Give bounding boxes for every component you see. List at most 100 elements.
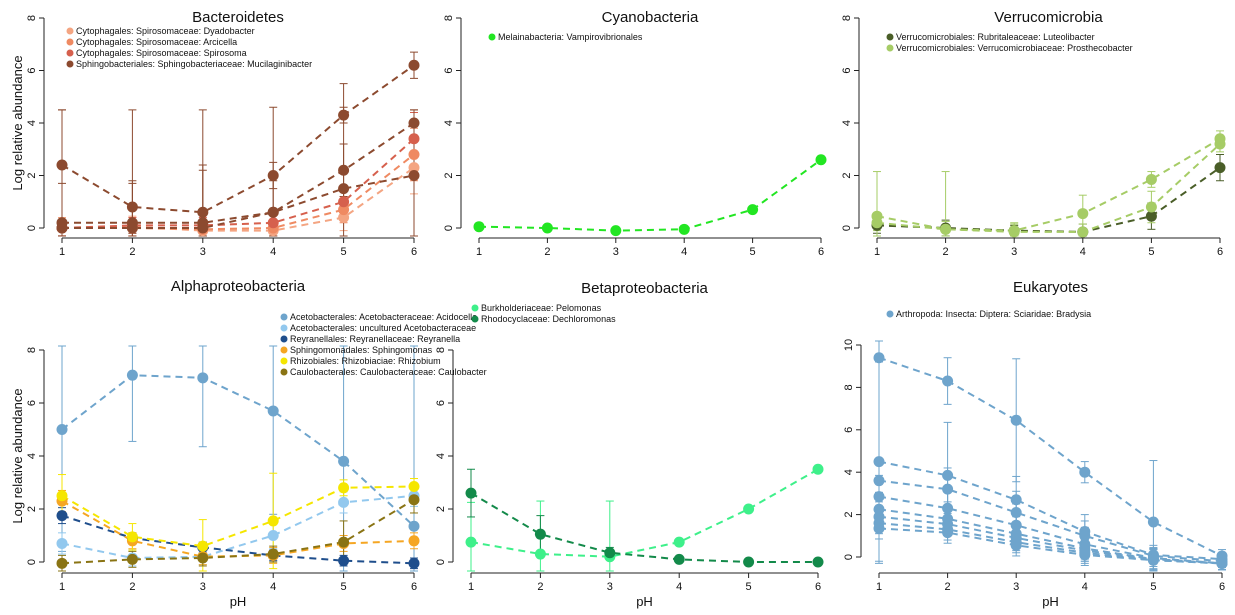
x-tick-label: 1 [59,246,65,258]
data-point [267,405,279,417]
y-tick-label: 0 [443,225,455,231]
data-point [197,540,209,552]
data-point [1214,138,1226,150]
data-point [673,553,685,565]
data-point [873,522,885,534]
data-point [541,222,553,234]
y-tick-label: 0 [26,559,38,565]
data-point [1010,494,1022,506]
data-point [126,553,138,565]
x-tick-label: 2 [537,581,543,593]
data-point [815,154,827,166]
data-point [465,536,477,548]
x-tick-label: 4 [681,246,687,258]
legend-label: Verrucomicrobiales: Verrucomicrobiaceae:… [896,43,1133,53]
chart-title: Cyanobacteria [602,9,699,26]
data-point [812,463,824,475]
series-line [878,356,1223,557]
chart-title: Alphaproteobacteria [171,278,306,295]
data-point [942,469,954,481]
legend-marker [66,60,74,68]
data-point [940,223,952,235]
legend-marker [280,335,288,343]
y-tick-label: 0 [841,225,853,231]
chart-title: Betaproteobacteria [581,280,708,297]
legend-label: Arthropoda: Insecta: Diptera: Sciaridae:… [896,309,1091,319]
y-tick-label: 4 [843,469,855,475]
series-line [878,527,1223,565]
data-point [338,555,350,567]
x-tick-label: 5 [341,581,347,593]
data-point [1010,519,1022,531]
data-point [56,222,68,234]
legend-label: Cytophagales: Spirosomaceae: Spirosoma [76,48,247,58]
y-tick-label: 6 [841,67,853,73]
data-point [197,222,209,234]
data-point [408,162,420,174]
y-tick-label: 4 [435,453,447,459]
y-tick-label: 8 [843,384,855,390]
legend-label: Rhizobiales: Rhizobiaciae: Rhizobium [290,356,441,366]
data-point [1145,173,1157,185]
legend-label: Verrucomicrobiales: Rubritaleaceae: Lute… [896,32,1095,42]
legend-marker [471,315,479,323]
data-point [1010,506,1022,518]
data-point [942,527,954,539]
data-point [126,201,138,213]
x-tick-label: 1 [468,581,474,593]
legend-marker [886,310,894,318]
x-axis-label: pH [636,594,653,609]
legend-label: Burkholderiaceae: Pelomonas [481,303,602,313]
data-point [56,490,68,502]
legend-label: Caulobacterales: Caulobacteraceae: Caulo… [290,367,487,377]
y-tick-label: 0 [26,225,38,231]
y-tick-label: 10 [843,339,855,351]
y-tick-label: 6 [26,67,38,73]
data-point [408,59,420,71]
data-point [1010,539,1022,551]
data-point [873,475,885,487]
data-point [1214,162,1226,174]
legend-marker [488,33,496,41]
y-tick-label: 0 [843,554,855,560]
data-point [408,170,420,181]
data-point [1079,549,1091,561]
x-tick-label: 2 [544,246,550,258]
data-point [338,204,350,216]
x-tick-label: 6 [1219,581,1225,593]
x-tick-label: 2 [129,581,135,593]
x-tick-label: 3 [200,246,206,258]
data-point [873,491,885,503]
legend-label: Cytophagales: Spirosomaceae: Dyadobacter [76,26,255,36]
y-tick-label: 4 [26,120,38,126]
legend-marker [886,33,894,41]
data-point [56,510,68,522]
y-tick-label: 4 [26,453,38,459]
legend-marker [280,313,288,321]
y-tick-label: 8 [841,15,853,21]
x-tick-label: 6 [818,246,824,258]
data-point [1216,557,1228,569]
x-tick-label: 2 [945,581,951,593]
data-point [408,520,420,532]
data-point [1079,530,1091,542]
legend-marker [66,38,74,46]
x-axis-label: pH [230,594,247,609]
data-point [56,557,68,569]
data-point [1147,516,1159,528]
data-point [812,556,824,568]
data-point [338,196,350,208]
y-tick-label: 4 [443,120,455,126]
x-tick-label: 3 [200,581,206,593]
data-point [126,369,138,381]
y-tick-label: 2 [26,506,38,512]
data-point [408,535,420,547]
data-point [267,515,279,527]
data-point [1077,208,1089,220]
data-point [267,217,279,229]
y-tick-label: 2 [26,172,38,178]
x-tick-label: 1 [476,246,482,258]
data-point [408,557,420,569]
x-tick-label: 5 [341,246,347,258]
data-point [673,536,685,548]
